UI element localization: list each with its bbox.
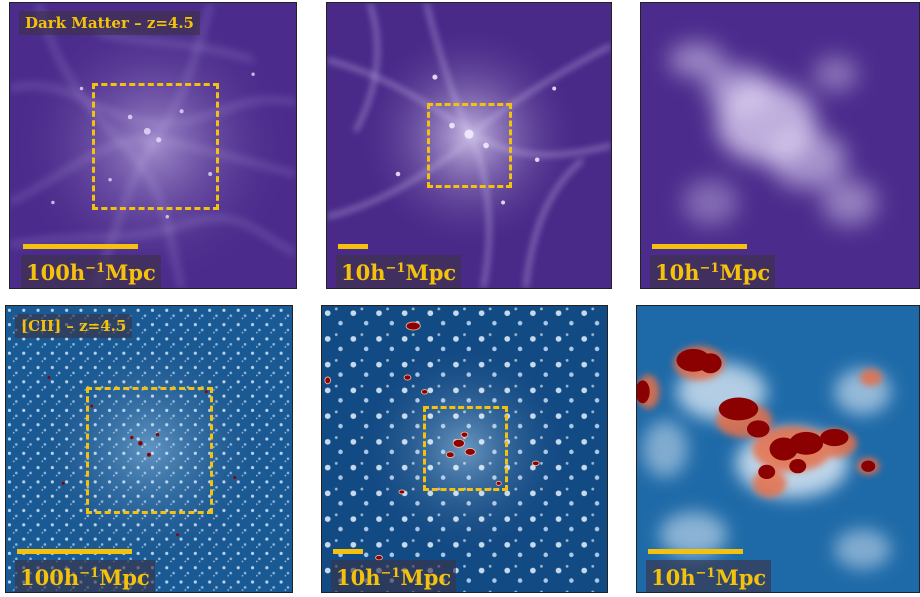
dm-density-map-medium <box>327 3 611 288</box>
zoom-region-box <box>423 406 508 491</box>
scale-bar <box>652 244 747 249</box>
panel-tag: [CII] – z=4.5 <box>15 314 133 338</box>
cii-intensity-map-large <box>6 306 292 592</box>
dm-density-map-zoom <box>641 3 919 288</box>
scale-bar <box>23 244 138 249</box>
dm-panel-medium: 10h−1Mpc <box>326 2 612 289</box>
scale-label: 10h−1Mpc <box>336 255 462 288</box>
scale-bar <box>338 244 368 249</box>
scale-label: 10h−1Mpc <box>646 560 772 592</box>
zoom-region-box <box>92 83 219 210</box>
scale-label: 100h−1Mpc <box>15 560 155 592</box>
panel-tag: Dark Matter – z=4.5 <box>19 11 200 35</box>
dm-panel-large: Dark Matter – z=4.5 100h−1Mpc <box>9 2 297 289</box>
scale-bar <box>17 549 132 554</box>
cii-panel-large: [CII] – z=4.5 100h−1Mpc <box>5 305 293 593</box>
cii-panel-zoom: 10h−1Mpc <box>636 305 920 593</box>
scale-label: 100h−1Mpc <box>21 255 161 288</box>
cii-intensity-map-medium <box>322 306 607 592</box>
scale-bar <box>333 549 363 554</box>
dm-panel-zoom: 10h−1Mpc <box>640 2 920 289</box>
dm-density-map-large <box>10 3 296 288</box>
cii-panel-medium: 10h−1Mpc <box>321 305 608 593</box>
scale-bar <box>648 549 743 554</box>
cii-intensity-map-zoom <box>637 306 919 592</box>
zoom-region-box <box>427 103 512 188</box>
scale-label: 10h−1Mpc <box>650 255 776 288</box>
zoom-region-box <box>86 387 213 514</box>
scale-label: 10h−1Mpc <box>331 560 457 592</box>
